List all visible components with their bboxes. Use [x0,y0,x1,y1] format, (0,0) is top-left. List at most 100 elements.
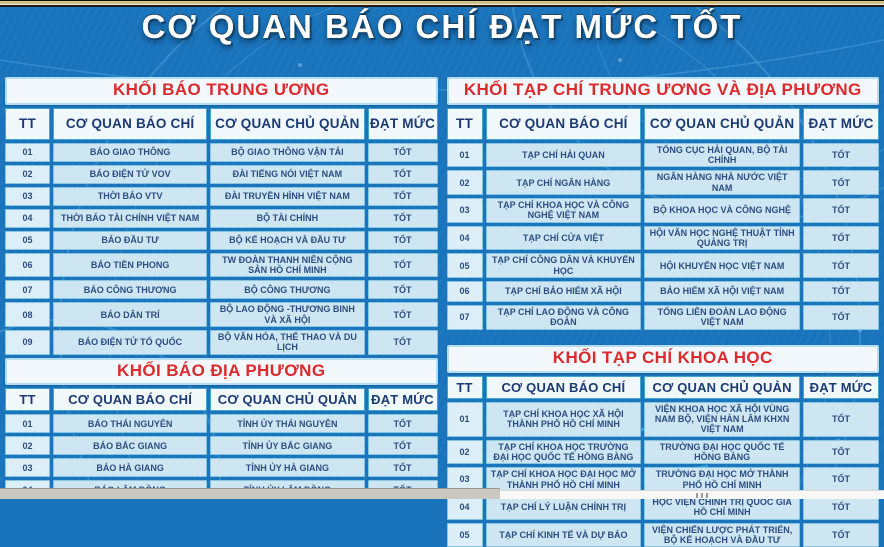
row-number-cell: 03 [5,187,50,206]
data-cell: TỔNG LIÊN ĐOÀN LAO ĐỘNG VIỆT NAM [644,305,800,330]
data-cell: VIỆN CHIẾN LƯỢC PHÁT TRIỂN, BỘ KẾ HOẠCH … [644,523,800,547]
rating-cell: TỐT [368,187,438,206]
row-number-cell: 07 [5,280,50,299]
data-cell: BỘ CÔNG THƯƠNG [210,280,364,299]
row-number-cell: 03 [447,198,483,223]
data-cell: BÁO ĐẦU TƯ [53,231,207,250]
header-cell: CƠ QUAN BÁO CHÍ [486,376,642,399]
header-cell: CƠ QUAN CHỦ QUẢN [644,108,800,140]
row-number-cell: 07 [447,305,483,330]
window-bottom-strip [0,487,884,499]
row-number-cell: 02 [5,436,50,455]
rating-cell: TỐT [803,281,879,302]
data-cell: HỘI VĂN HỌC NGHỆ THUẬT TỈNH QUẢNG TRỊ [644,226,800,251]
window-background-strip [0,488,500,499]
data-cell: TỈNH ỦY BẮC GIANG [210,436,364,455]
rating-cell: TỐT [803,143,879,168]
row-number-cell: 06 [5,253,50,278]
data-cell: TỈNH ỦY HÀ GIANG [210,458,364,477]
section-title: KHỐI TẠP CHÍ TRUNG ƯƠNG VÀ ĐỊA PHƯƠNG [447,77,880,105]
gold-top-band [0,0,884,7]
rating-cell: TỐT [368,231,438,250]
header-cell: TT [447,376,483,399]
section-title: KHỐI TẠP CHÍ KHOA HỌC [447,345,880,373]
data-cell: BÁO ĐIỆN TỬ TỔ QUỐC [53,330,207,355]
rating-cell: TỐT [803,226,879,251]
row-number-cell: 03 [5,458,50,477]
data-cell: BÁO THÁI NGUYÊN [53,414,207,433]
data-cell: VIỆN KHOA HỌC XÃ HỘI VÙNG NAM BỘ, VIỆN H… [644,402,800,437]
rating-cell: TỐT [803,523,879,547]
header-cell: CƠ QUAN CHỦ QUẢN [210,108,364,140]
rating-cell: TỐT [368,414,438,433]
rating-cell: TỐT [803,198,879,223]
data-cell: BÁO HÀ GIANG [53,458,207,477]
scrollbar-grip-icon[interactable] [696,493,708,498]
rating-cell: TỐT [368,143,438,162]
data-cell: BÁO BẮC GIANG [53,436,207,455]
header-cell: TT [5,388,50,411]
row-number-cell: 01 [5,143,50,162]
data-cell: TẠP CHÍ CỬA VIỆT [486,226,642,251]
data-cell: TỈNH ỦY THÁI NGUYÊN [210,414,364,433]
data-cell: BÁO ĐIỆN TỬ VOV [53,165,207,184]
row-number-cell: 05 [447,253,483,278]
header-cell: ĐẠT MỨC [368,108,438,140]
data-cell: TẠP CHÍ LAO ĐỘNG VÀ CÔNG ĐOÀN [486,305,642,330]
rating-cell: TỐT [803,440,879,465]
header-cell: ĐẠT MỨC [803,108,879,140]
rating-cell: TỐT [803,402,879,437]
data-cell: BỘ LAO ĐỘNG -THƯƠNG BINH VÀ XÃ HỘI [210,302,364,327]
data-cell: THỜI BÁO VTV [53,187,207,206]
header-cell: CƠ QUAN BÁO CHÍ [53,388,207,411]
row-number-cell: 04 [447,226,483,251]
row-number-cell: 09 [5,330,50,355]
rating-cell: TỐT [368,330,438,355]
rating-cell: TỐT [803,170,879,195]
data-cell: BÁO CÔNG THƯƠNG [53,280,207,299]
data-cell: BỘ TÀI CHÍNH [210,209,364,228]
rating-cell: TỐT [368,209,438,228]
data-cell: NGÂN HÀNG NHÀ NƯỚC VIỆT NAM [644,170,800,195]
row-number-cell: 06 [447,281,483,302]
data-cell: ĐÀI TIẾNG NÓI VIỆT NAM [210,165,364,184]
header-cell: CƠ QUAN BÁO CHÍ [486,108,642,140]
header-cell: ĐẠT MỨC [803,376,879,399]
header-cell: ĐẠT MỨC [368,388,438,411]
header-cell: CƠ QUAN CHỦ QUẢN [210,388,364,411]
data-cell: BỘ GIAO THÔNG VẬN TẢI [210,143,364,162]
row-number-cell: 08 [5,302,50,327]
data-cell: TẠP CHÍ KHOA HỌC VÀ CÔNG NGHỆ VIỆT NAM [486,198,642,223]
data-cell: BÁO TIỀN PHONG [53,253,207,278]
data-cell: TRƯỜNG ĐẠI HỌC QUỐC TẾ HỒNG BÀNG [644,440,800,465]
rating-cell: TỐT [368,253,438,278]
row-number-cell: 04 [5,209,50,228]
rating-cell: TỐT [368,280,438,299]
data-cell: TẠP CHÍ BẢO HIỂM XÃ HỘI [486,281,642,302]
rating-cell: TỐT [368,458,438,477]
row-number-cell: 05 [447,523,483,547]
rating-cell: TỐT [368,302,438,327]
row-number-cell: 01 [447,143,483,168]
data-cell: TẠP CHÍ KINH TẾ VÀ DỰ BÁO [486,523,642,547]
scrollbar-track[interactable] [500,490,884,499]
data-cell: BÁO DÂN TRÍ [53,302,207,327]
rating-cell: TỐT [803,305,879,330]
section-title: KHỐI BÁO ĐỊA PHƯƠNG [5,358,438,386]
data-cell: TẠP CHÍ CÔNG DÂN VÀ KHUYẾN HỌC [486,253,642,278]
data-cell: BỘ KHOA HỌC VÀ CÔNG NGHỆ [644,198,800,223]
data-cell: THỜI BÁO TÀI CHÍNH VIỆT NAM [53,209,207,228]
row-number-cell: 05 [5,231,50,250]
rating-cell: TỐT [368,165,438,184]
data-cell: TẠP CHÍ NGÂN HÀNG [486,170,642,195]
data-cell: BỘ VĂN HÓA, THỂ THAO VÀ DU LỊCH [210,330,364,355]
